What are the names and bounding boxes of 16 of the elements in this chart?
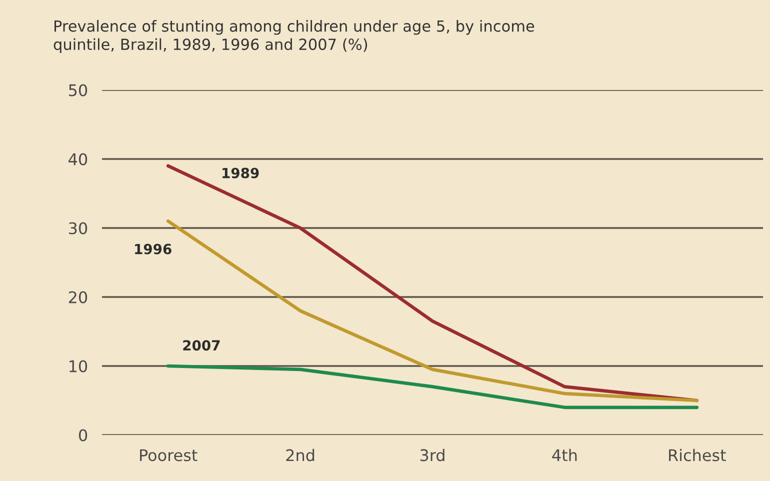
x-tick-label: 4th <box>552 448 577 462</box>
line-series <box>166 364 699 410</box>
series-label: 2007 <box>183 340 220 351</box>
y-tick-label: 10 <box>70 360 88 372</box>
series-label: 1996 <box>135 244 172 254</box>
series-label: 1989 <box>222 168 259 178</box>
y-tick-label: 30 <box>69 222 88 234</box>
x-tick-label: 2nd <box>286 448 314 462</box>
y-tick-label: 50 <box>69 84 88 96</box>
x-tick-label: Richest <box>669 448 726 462</box>
y-tick-label: 20 <box>68 291 88 304</box>
chart-title: Prevalence of stunting among children under age 5, by income quintile, Brazil, 1989, 1996 and 2007 (%) <box>54 20 534 54</box>
x-tick-label: 3rd <box>420 448 444 462</box>
y-tick-label: 0 <box>79 429 88 442</box>
x-tick-label: Poorest <box>140 449 198 462</box>
y-tick-label: 40 <box>68 153 88 166</box>
